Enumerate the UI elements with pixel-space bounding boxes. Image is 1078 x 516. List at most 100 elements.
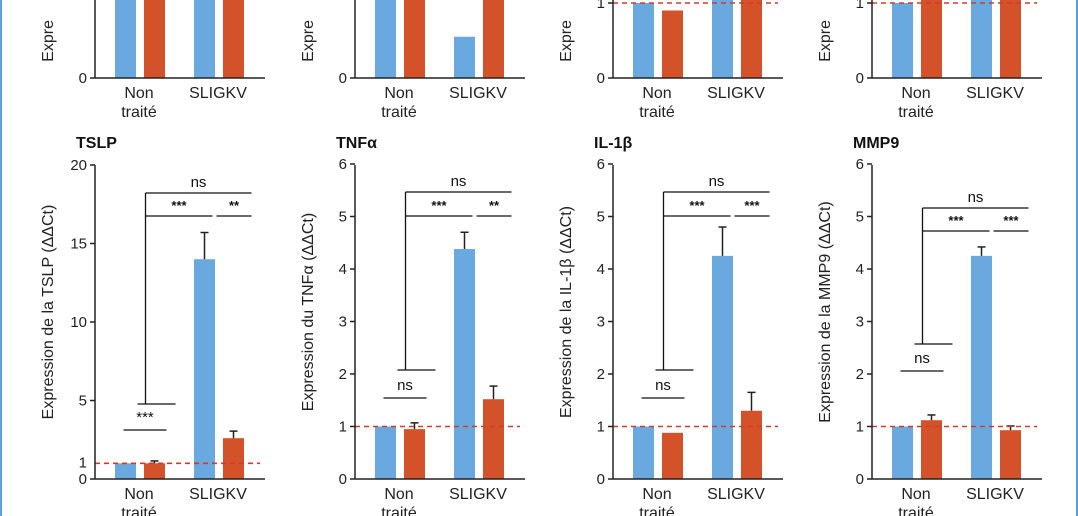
y-tick-label: 3	[339, 314, 347, 331]
significance-label: ns	[914, 350, 930, 367]
significance-label: ns	[191, 174, 207, 191]
chart-title: MMP9	[853, 135, 899, 152]
y-tick-label: 0	[339, 70, 347, 87]
category-label: traité	[381, 505, 417, 516]
bar-group	[375, 231, 504, 479]
bar-blue	[712, 255, 733, 479]
bar-orange	[404, 0, 425, 78]
y-axis-label: Expre	[40, 20, 57, 62]
bar-blue	[375, 426, 396, 479]
category-label: traité	[639, 505, 675, 516]
y-tick-label: 1	[597, 0, 605, 12]
y-tick-label: 6	[339, 156, 347, 173]
y-tick-label: 2	[597, 366, 605, 383]
category-label: SLIGKV	[966, 486, 1024, 503]
category-label: Non	[124, 85, 153, 102]
bar-orange	[483, 399, 504, 479]
category-label: traité	[381, 104, 417, 121]
y-tick-label: 0	[597, 471, 605, 488]
y-tick-label: 5	[597, 209, 605, 226]
category-label: traité	[121, 104, 157, 121]
y-tick-label: 1	[339, 419, 347, 436]
y-tick-label: 5	[79, 393, 87, 410]
category-label: Non	[901, 85, 930, 102]
y-tick-label: 0	[79, 471, 87, 488]
y-tick-label: 3	[597, 314, 605, 331]
category-label: Non	[384, 486, 413, 503]
category-label: Non	[384, 85, 413, 102]
y-tick-label: 0	[79, 70, 87, 87]
chart-title: TNFα	[336, 135, 377, 152]
y-tick-label: 0	[856, 70, 864, 87]
y-tick-label: 15	[70, 236, 87, 253]
category-label: Non	[642, 486, 671, 503]
y-axis-label: Expression de la MMP9 (ΔΔCt)	[817, 201, 834, 422]
bar-blue	[375, 0, 396, 78]
bar-orange	[1000, 430, 1021, 479]
significance-label: ***	[431, 198, 447, 213]
y-axis-label: Expression de la IL-1β (ΔΔCt)	[558, 206, 575, 418]
bar-orange	[404, 429, 425, 479]
y-axis-label: Expre	[817, 20, 834, 62]
y-tick-label: 1	[856, 419, 864, 436]
y-tick-label: 2	[339, 366, 347, 383]
significance-label: ***	[948, 213, 964, 228]
category-label: SLIGKV	[449, 85, 507, 102]
bar-blue	[194, 259, 215, 479]
category-label: SLIGKV	[449, 486, 507, 503]
bar-orange	[662, 10, 683, 78]
y-tick-label: 4	[597, 261, 605, 278]
bar-blue	[633, 426, 654, 479]
bar-group	[892, 246, 1021, 479]
significance-label: ns	[655, 377, 671, 394]
bar-blue	[194, 0, 215, 78]
category-label: SLIGKV	[966, 85, 1024, 102]
y-tick-label: 5	[339, 209, 347, 226]
significance-label: ***	[136, 409, 154, 426]
bar-group	[115, 0, 244, 78]
y-tick-label: 1	[597, 419, 605, 436]
y-axis-label: Expression du TNFα (ΔΔCt)	[300, 213, 317, 411]
reference-tick-label: 1	[79, 454, 87, 471]
bar-group	[375, 0, 504, 78]
bar-blue	[971, 0, 992, 78]
bar-orange	[1000, 0, 1021, 78]
bar-group	[892, 0, 1021, 78]
bar-blue	[971, 255, 992, 479]
y-tick-label: 4	[856, 261, 864, 278]
bar-orange	[741, 0, 762, 78]
significance-label: ***	[171, 198, 187, 213]
category-label: SLIGKV	[707, 486, 765, 503]
y-tick-label: 4	[339, 261, 347, 278]
significance-label: ns	[709, 173, 725, 190]
bar-blue	[712, 0, 733, 78]
category-label: Non	[901, 486, 930, 503]
significance-label: ***	[744, 198, 760, 213]
y-tick-label: 0	[597, 70, 605, 87]
y-tick-label: 5	[856, 209, 864, 226]
y-tick-label: 6	[856, 156, 864, 173]
bar-orange	[223, 438, 244, 479]
category-label: Non	[642, 85, 671, 102]
bar-group	[115, 231, 244, 479]
significance-label: ns	[451, 173, 467, 190]
bar-blue	[892, 426, 913, 479]
y-tick-label: 6	[597, 156, 605, 173]
category-label: traité	[898, 104, 934, 121]
category-label: Non	[124, 486, 153, 503]
chart-title: IL-1β	[594, 135, 632, 152]
significance-label: ns	[397, 377, 413, 394]
category-label: traité	[121, 505, 157, 516]
bar-orange	[921, 0, 942, 78]
bar-orange	[662, 432, 683, 479]
category-label: SLIGKV	[189, 85, 247, 102]
category-label: SLIGKV	[189, 486, 247, 503]
bar-blue	[892, 3, 913, 78]
significance-label: ns	[968, 189, 984, 206]
y-tick-label: 2	[856, 366, 864, 383]
y-axis-label: Expression de la TSLP (ΔΔCt)	[40, 205, 57, 420]
bar-group	[633, 226, 762, 479]
category-label: traité	[898, 505, 934, 516]
bar-blue	[115, 463, 136, 479]
